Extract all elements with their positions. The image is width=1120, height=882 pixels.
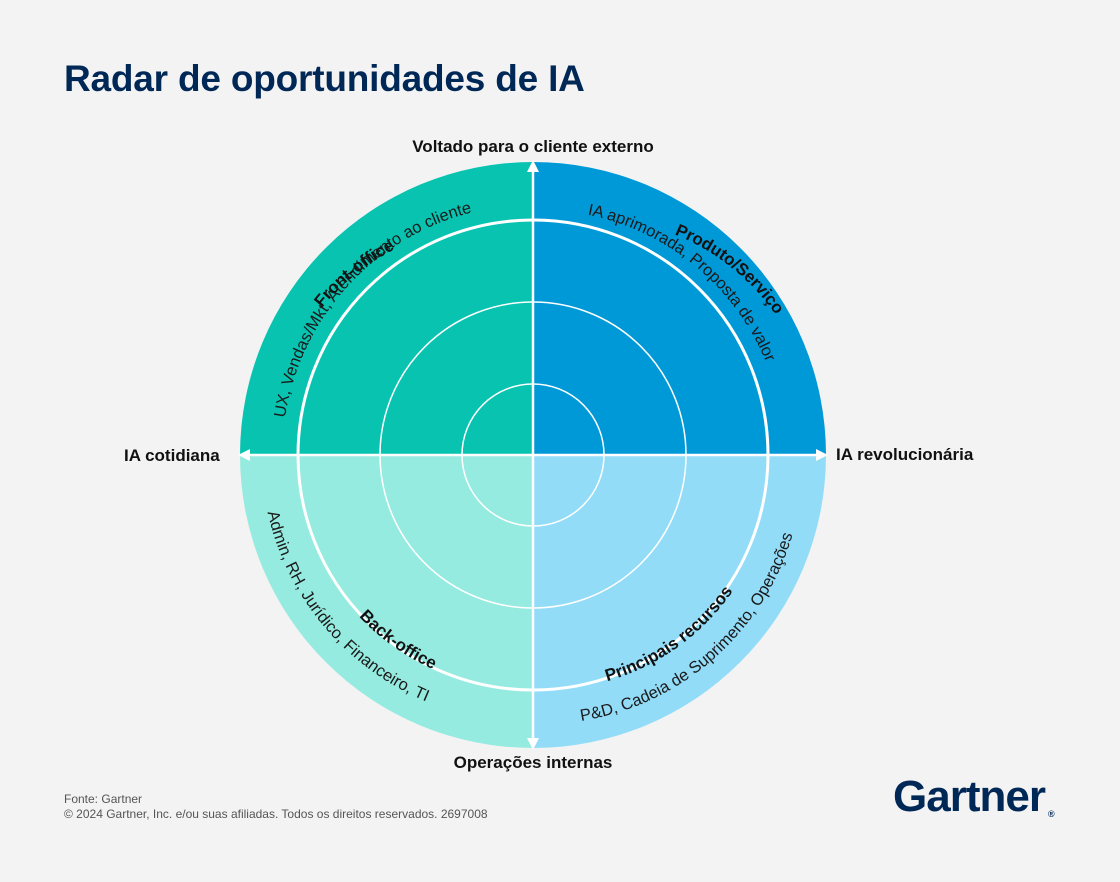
footer: Fonte: Gartner © 2024 Gartner, Inc. e/ou… (64, 792, 488, 822)
gartner-logo: Gartner (893, 772, 1046, 821)
axis-label-top: Voltado para o cliente externo (412, 137, 654, 156)
axis-arrowheads (238, 160, 828, 750)
axis-label-right: IA revolucionária (836, 445, 974, 464)
footer-copyright: © 2024 Gartner, Inc. e/ou suas afiliadas… (64, 807, 488, 821)
footer-source: Fonte: Gartner (64, 792, 143, 806)
quadrant-principais (533, 455, 826, 748)
axis-label-bottom: Operações internas (453, 753, 613, 772)
quadrant-back-office (240, 455, 533, 748)
radar-axes (246, 168, 820, 742)
page-title: Radar de oportunidades de IA (64, 58, 585, 99)
quadrant-front-office (240, 162, 533, 455)
axis-label-left: IA cotidiana (124, 446, 220, 465)
quadrant-produto (533, 162, 826, 455)
registered-mark-icon: ® (1048, 809, 1055, 819)
